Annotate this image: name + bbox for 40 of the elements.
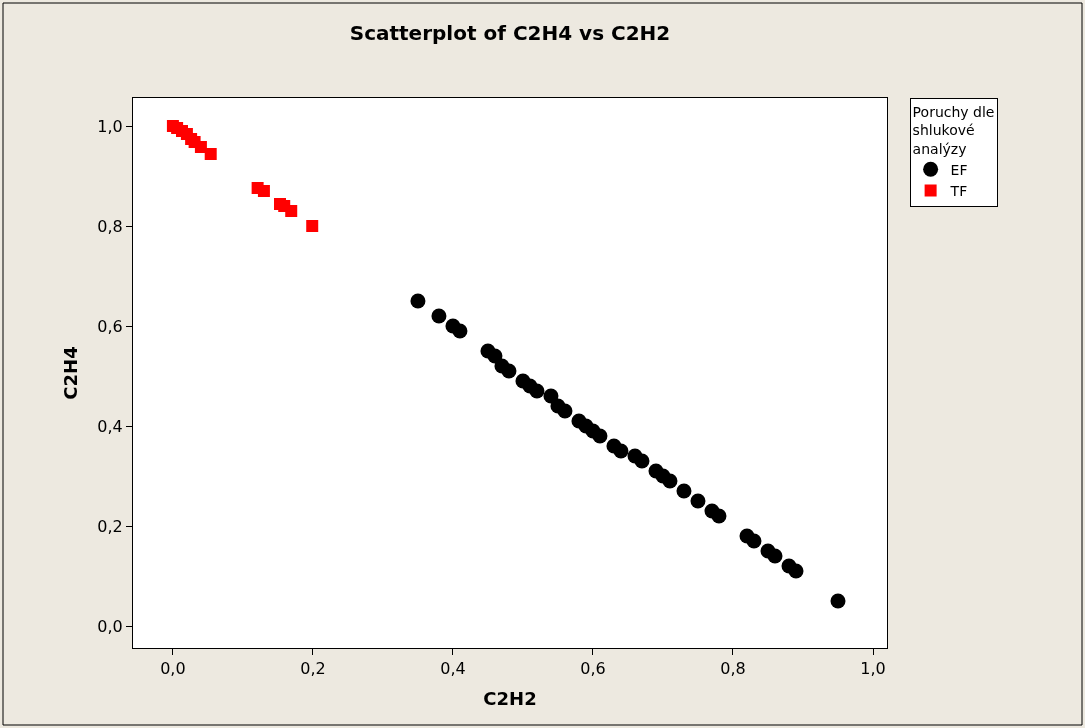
chart-title: Scatterplot of C2H4 vs C2H2 [349,20,671,45]
point [788,563,804,579]
point [592,428,608,444]
x-tick-label: 0,6 [580,659,606,679]
point [746,533,762,549]
x-tick-label: 1,0 [860,659,886,679]
point [501,363,517,379]
y-tick-label: 0,0 [97,616,123,636]
point [431,308,447,324]
point [557,403,573,419]
point [613,443,629,459]
x-tick-label: 0,4 [440,659,466,679]
point [285,205,298,217]
point [452,323,468,339]
point [690,493,706,509]
x-tick-label: 0,8 [720,659,746,679]
point [410,293,426,309]
point [830,593,846,609]
x-axis-title: C2H2 [483,688,537,710]
point [257,185,270,197]
legend-label: EF [950,161,968,178]
x-tick-label: 0,0 [160,659,186,679]
legend-title: Poruchy dle shlukové analýzy [912,104,995,157]
point [711,508,727,524]
y-tick-label: 1,0 [97,116,123,136]
y-tick-label: 0,4 [97,416,123,436]
y-tick-label: 0,6 [97,316,123,336]
y-axis-title: C2H4 [59,346,81,400]
point [767,548,783,564]
point [529,383,545,399]
y-tick-label: 0,2 [97,516,123,536]
x-tick-label: 0,2 [300,659,326,679]
point [634,453,650,469]
point [306,220,319,232]
point [676,483,692,499]
y-tick-label: 0,8 [97,216,123,236]
point [662,473,678,489]
legend-label: TF [949,182,968,199]
point [204,148,217,160]
point [194,141,207,153]
